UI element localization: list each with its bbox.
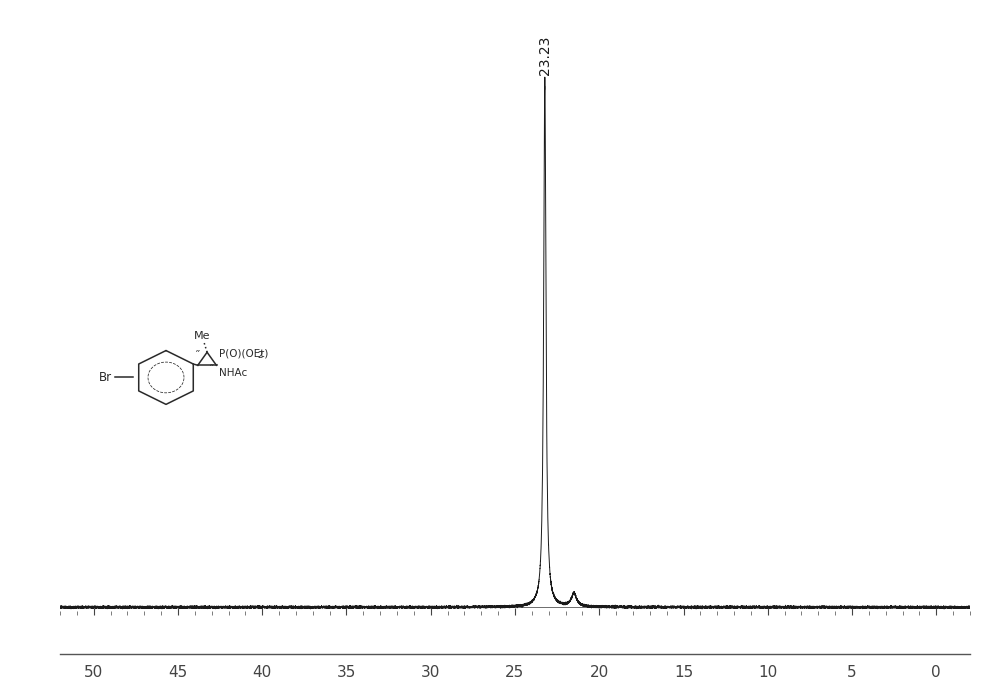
Text: Br: Br (99, 371, 112, 384)
Text: P(O)(OEt): P(O)(OEt) (219, 348, 268, 358)
Text: Me: Me (194, 331, 211, 341)
Text: 2: 2 (257, 351, 262, 360)
Text: 23.23: 23.23 (538, 36, 552, 75)
Text: NHAc: NHAc (219, 368, 247, 378)
Text: ,,: ,, (196, 344, 202, 353)
Text: ,,: ,, (210, 358, 216, 367)
